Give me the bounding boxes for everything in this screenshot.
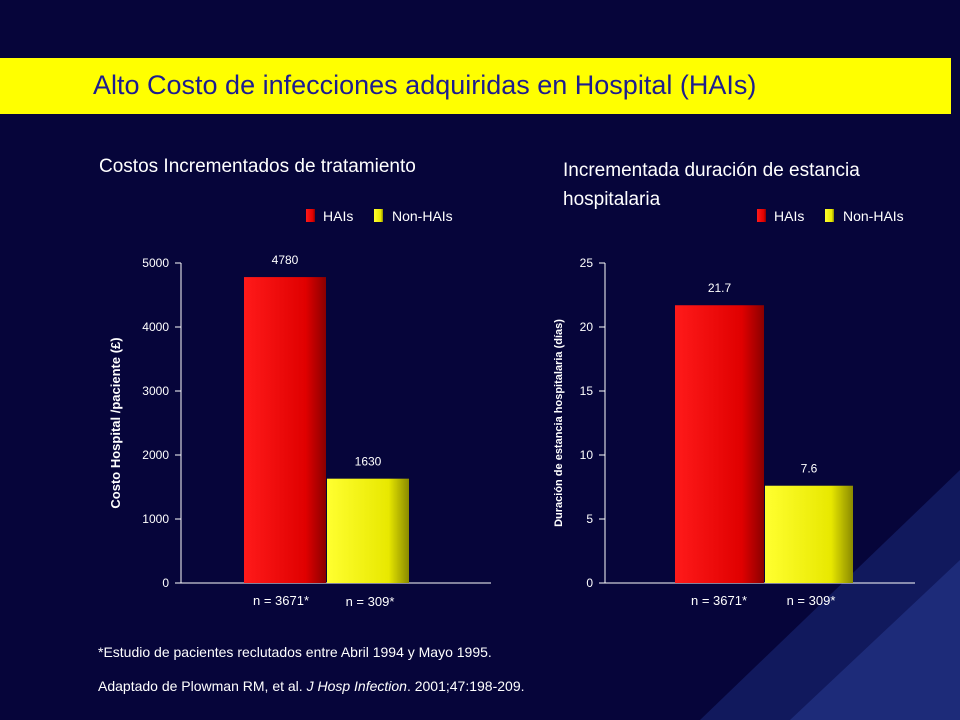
legend-swatch-hais: [306, 209, 315, 222]
chart-1-treatment-cost: HAIs Non-HAIs 0 1000 2000 3000 4000 5000 Costo H…: [108, 208, 491, 609]
chart-2-length-of-stay: HAIs Non-HAIs 0 5 10 15 20 25 Duración de estanc…: [553, 208, 915, 608]
legend-label-hais: HAIs: [323, 208, 353, 224]
bar-hais: [675, 305, 764, 583]
category-label-non-hais: n = 309*: [346, 594, 395, 609]
y-tick-label: 3000: [142, 384, 169, 398]
legend-label-hais: HAIs: [774, 208, 804, 224]
category-label-non-hais: n = 309*: [787, 593, 836, 608]
y-tick-label: 10: [580, 448, 594, 462]
title-bar: [0, 58, 951, 114]
y-tick-label: 5: [586, 512, 593, 526]
footnote-source-journal: J Hosp Infection: [306, 678, 407, 694]
y-tick-label: 0: [586, 576, 593, 590]
footnote-source: Adaptado de Plowman RM, et al. J Hosp In…: [98, 678, 525, 694]
legend-swatch-non-hais: [374, 209, 383, 222]
legend-label-non-hais: Non-HAIs: [392, 208, 453, 224]
footnote-source-prefix: Adaptado de Plowman RM, et al.: [98, 678, 307, 694]
y-tick-label: 4000: [142, 320, 169, 334]
data-label-non-hais: 1630: [355, 455, 382, 469]
y-tick-label: 5000: [142, 256, 169, 270]
footnote-study: *Estudio de pacientes reclutados entre A…: [98, 644, 492, 660]
y-axis-title: Duración de estancia hospitalaria (días): [553, 319, 565, 527]
slide-title: Alto Costo de infecciones adquiridas en …: [93, 70, 757, 100]
y-tick-label: 25: [580, 256, 594, 270]
bar-non-hais: [765, 485, 853, 583]
legend-swatch-hais: [757, 209, 766, 222]
y-tick-label: 1000: [142, 512, 169, 526]
y-axis-title: Costo Hospital /paciente (£): [108, 337, 123, 508]
y-tick-label: 2000: [142, 448, 169, 462]
category-label-hais: n = 3671*: [691, 593, 747, 608]
legend-label-non-hais: Non-HAIs: [843, 208, 904, 224]
y-tick-label: 0: [162, 576, 169, 590]
legend-swatch-non-hais: [825, 209, 834, 222]
y-tick-label: 20: [580, 320, 594, 334]
data-label-hais: 21.7: [708, 281, 732, 295]
chart-1-title: Costos Incrementados de tratamiento: [99, 156, 416, 177]
chart-2-title: Incrementada duración de estancia hospit…: [563, 160, 860, 210]
footnote-source-suffix: . 2001;47:198-209.: [406, 678, 525, 694]
category-label-hais: n = 3671*: [253, 593, 309, 608]
data-label-hais: 4780: [272, 253, 299, 267]
y-tick-label: 15: [580, 384, 594, 398]
data-label-non-hais: 7.6: [801, 462, 818, 476]
bar-hais: [244, 277, 326, 583]
bar-non-hais: [327, 478, 409, 583]
